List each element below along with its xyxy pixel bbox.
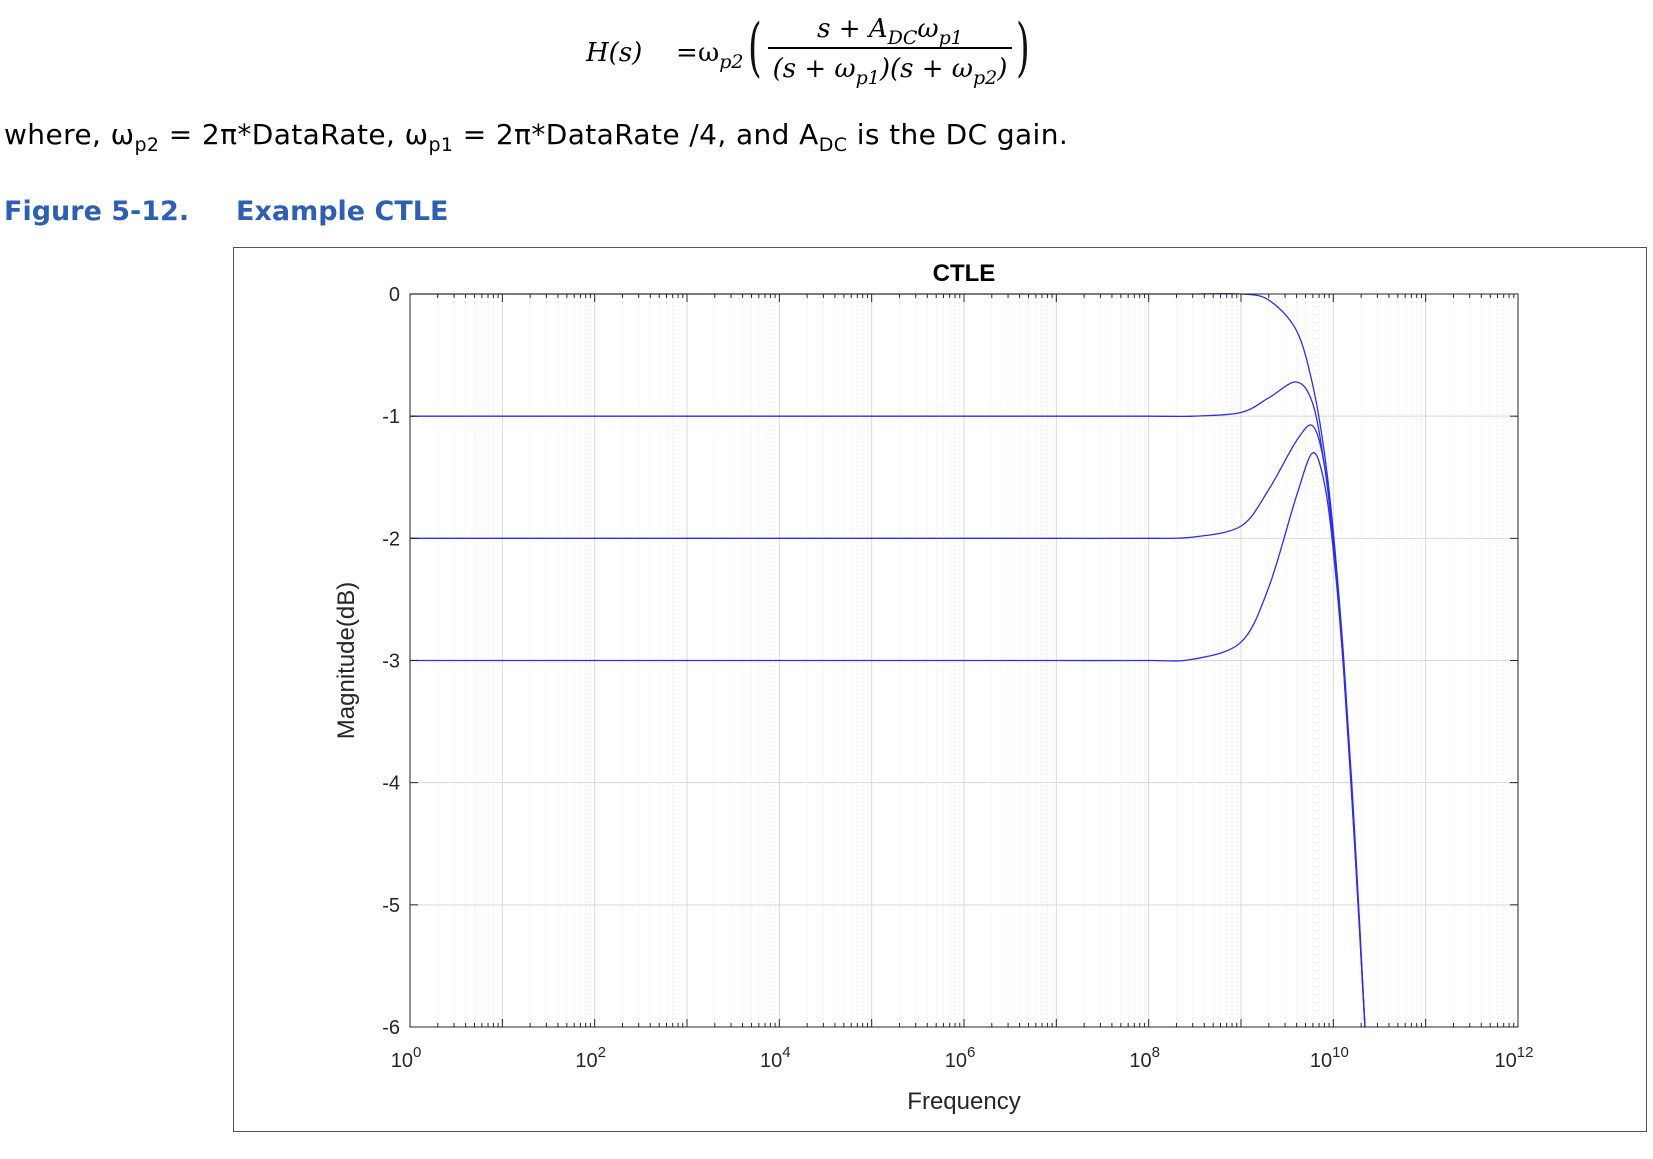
transfer-function-equation: H(s) = ωp2 ( s + ADCωp1 (s + ωp1)(s + ωp… [580,10,1040,100]
figure-title: Example CTLE [236,196,449,227]
equation-lhs: H(s) [586,38,643,68]
y-tick-label: -1 [382,406,400,428]
y-tick-label: -6 [382,1017,400,1039]
x-tick-label: 108 [1129,1044,1160,1072]
equation-left-paren: ( [748,11,762,85]
equation-numerator: s + ADCωp1 [817,14,963,49]
y-tick-label: -3 [382,651,400,673]
equation-fraction-bar [768,47,1012,49]
equation-fraction: s + ADCωp1 (s + ωp1)(s + ωp2) [766,12,1014,89]
y-tick-label: -4 [382,773,400,795]
x-tick-label: 102 [575,1044,606,1072]
y-tick-label: -2 [382,528,400,550]
x-axis-label: Frequency [907,1088,1020,1115]
equation-omega: ωp2 [698,38,744,73]
y-axis-label: Magnitude(dB) [333,582,360,739]
x-tick-labels: 100 102 104 106 108 1010 1012 [391,1044,1534,1072]
figure-caption: Figure 5-12. Example CTLE [4,196,448,227]
x-tick-label: 100 [391,1044,422,1072]
x-tick-label: 104 [760,1044,791,1072]
x-tick-label: 1012 [1495,1044,1534,1072]
y-tick-label: 0 [389,284,400,306]
axis-ticks [409,293,1519,1028]
figure-number: Figure 5-12. [4,196,190,227]
y-tick-label: -5 [382,895,400,917]
definition-text: where, ωp2 = 2π*DataRate, ωp1 = 2π*DataR… [4,118,1069,156]
x-tick-label: 106 [945,1044,976,1072]
equation-right-paren: ) [1016,11,1030,85]
x-tick-label: 1010 [1310,1044,1349,1072]
series-line-4 [410,452,1366,1028]
series-line-3 [410,424,1366,1028]
equation-equals: = [676,38,698,68]
series-line-2 [409,381,1366,1028]
ctle-chart: 100 102 104 106 108 1010 1012 0 -1 -2 -3 -4 -5 -6 CT… [333,260,1534,1115]
chart-title: CTLE [933,260,996,287]
y-tick-labels: 0 -1 -2 -3 -4 -5 -6 [382,284,400,1039]
equation-denominator: (s + ωp1)(s + ωp2) [772,54,1008,89]
